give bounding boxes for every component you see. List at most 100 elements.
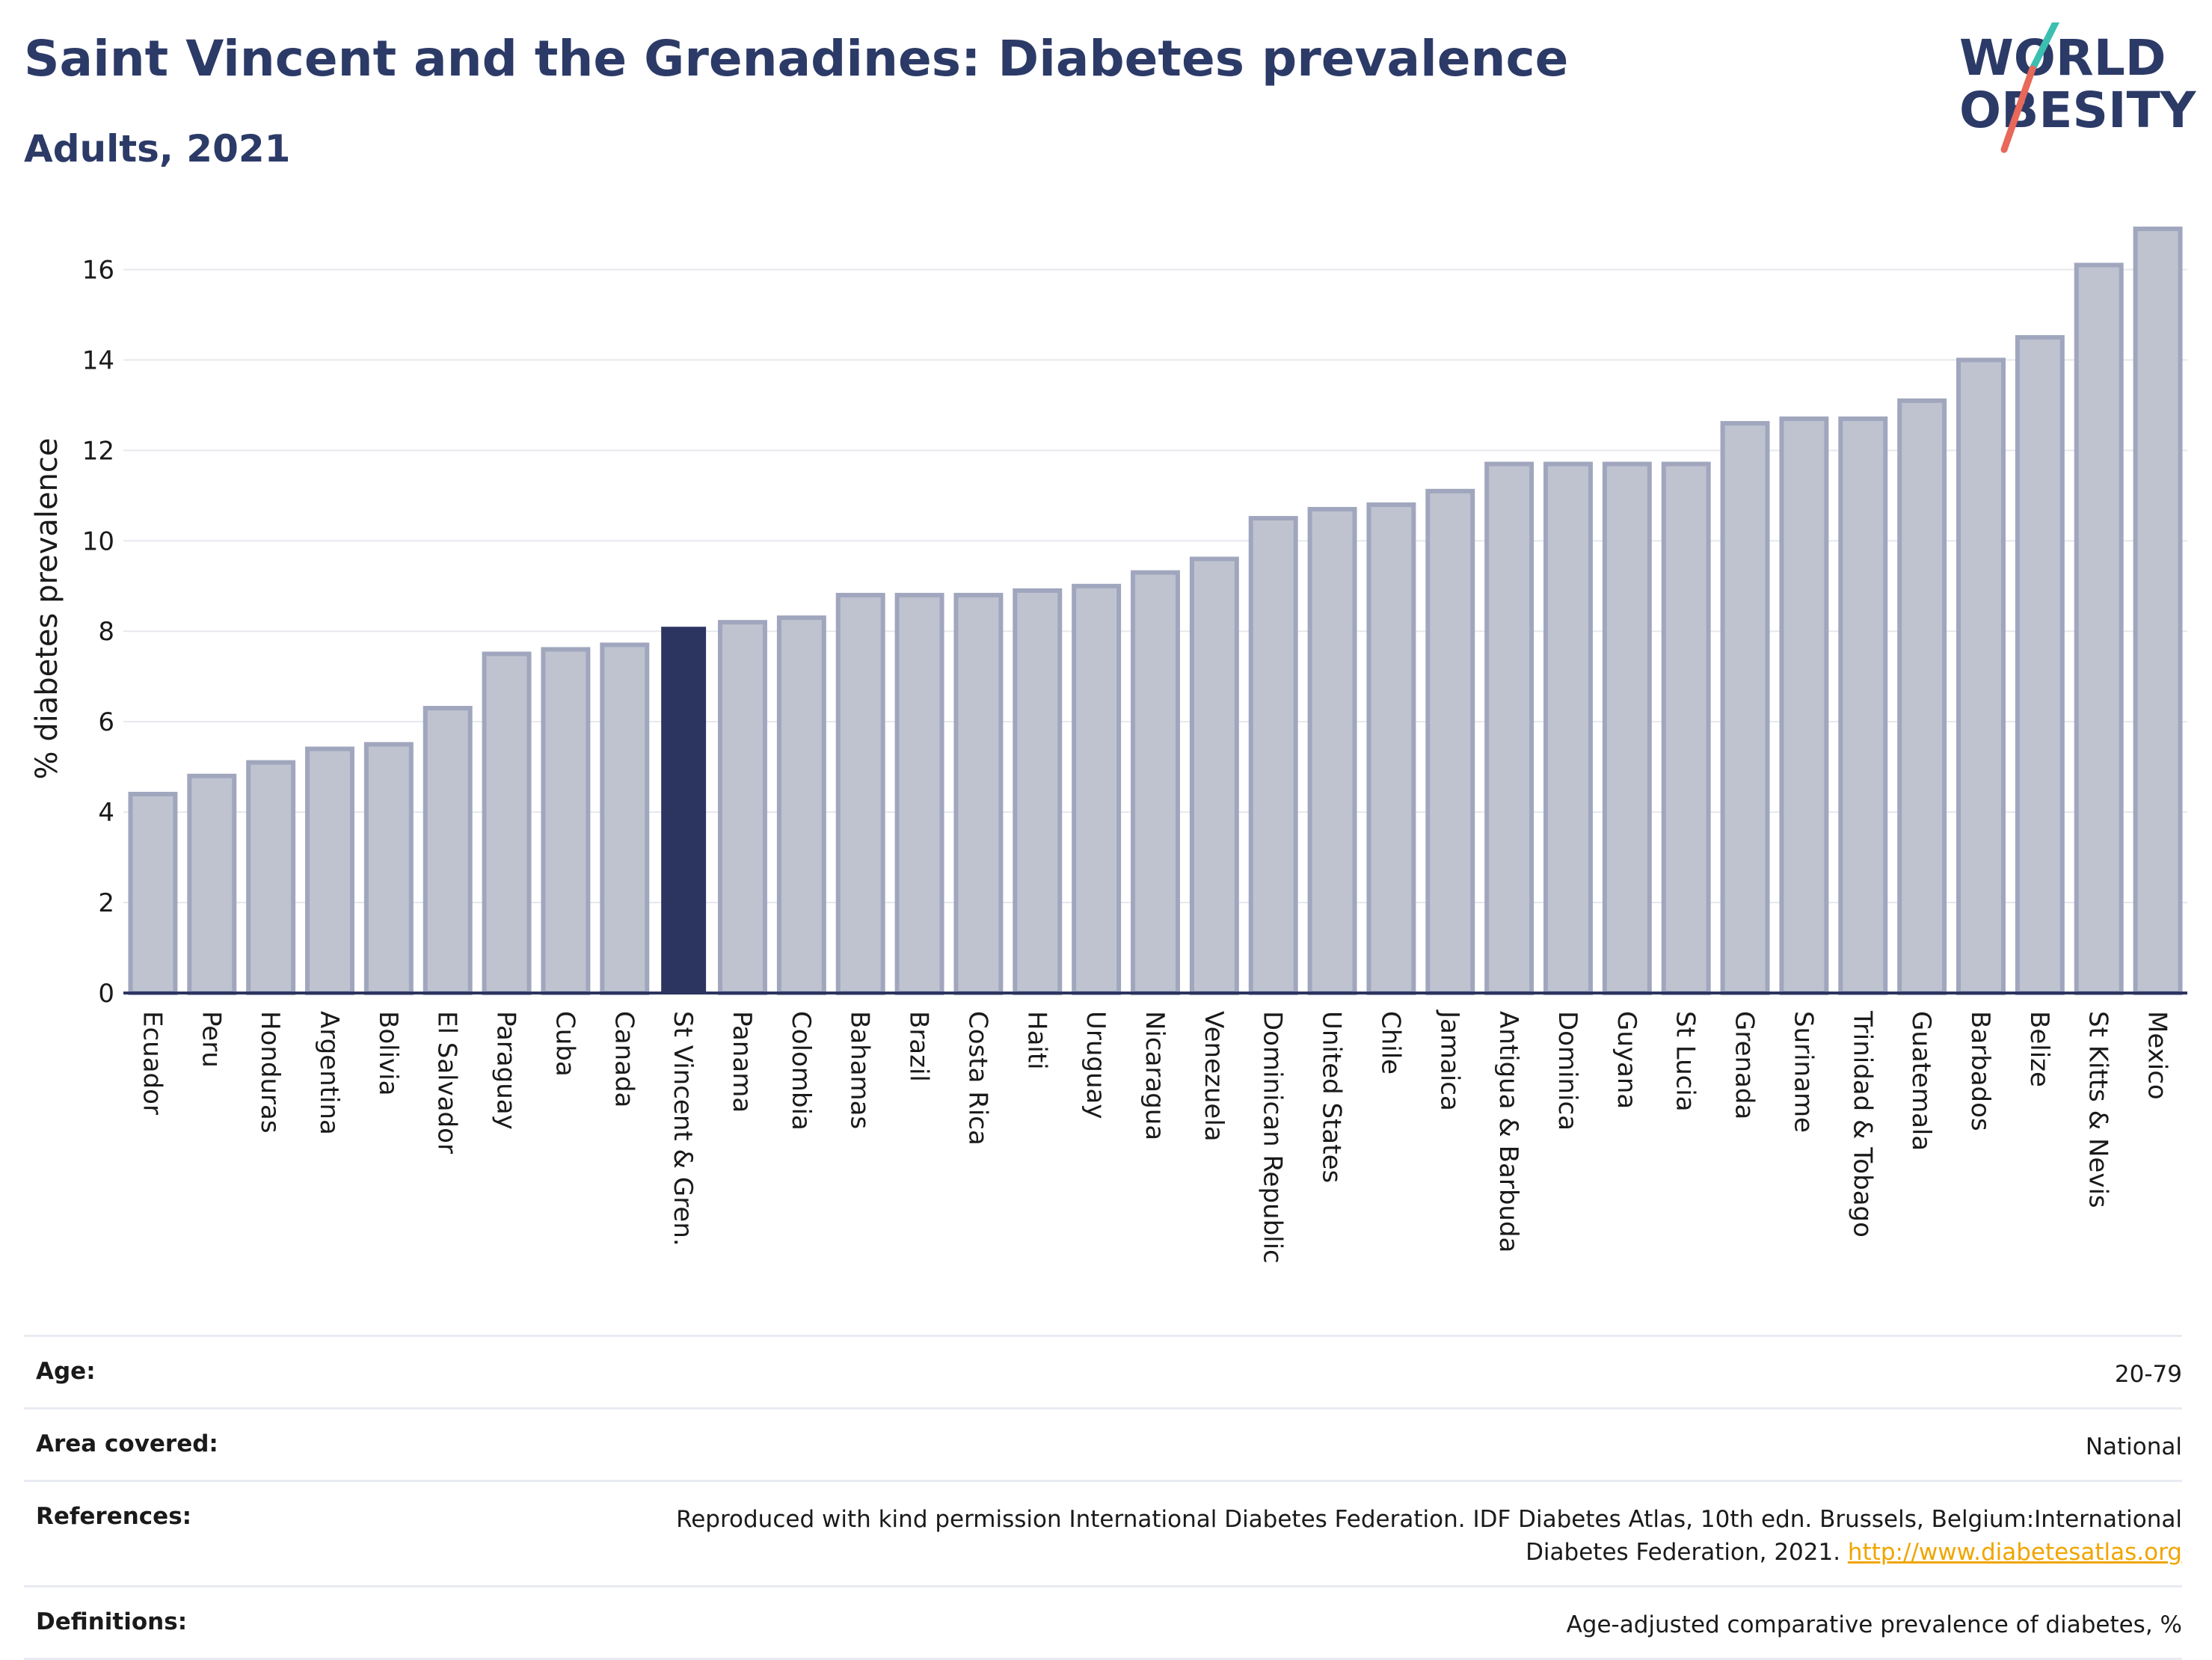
logo-line-1: WORLD [1959,29,2166,87]
chart-subtitle: Adults, 2021 [24,127,291,170]
logo-slash-teal [2029,22,2060,73]
bar [1543,461,1593,995]
x-tick-label: Bolivia [373,1011,403,1095]
meta-label: References: [36,1503,192,1530]
x-tick-label: Guyana [1612,1011,1641,1109]
bar [1072,583,1122,995]
bar [246,760,296,995]
meta-row-definitions: Definitions: Age-adjusted comparative pr… [24,1585,2182,1660]
bar [1366,502,1416,995]
x-tick-label: St Kitts & Nevis [2083,1011,2113,1208]
y-tick-label: 16 [82,255,114,285]
logo-slash-red [2000,65,2036,153]
bar [1897,398,1947,995]
bar [1779,416,1829,995]
bar [2074,262,2124,995]
bar [953,592,1004,995]
x-tick-label: Jamaica [1434,1009,1464,1111]
bar [1307,506,1357,995]
references-link[interactable]: http://www.diabetesatlas.org [1847,1539,2182,1566]
x-tick-label: Nicaragua [1140,1011,1170,1140]
bar [128,791,178,996]
x-tick-label: Honduras [255,1011,285,1134]
bar [541,647,591,995]
x-tick-label: Suriname [1788,1011,1818,1133]
x-tick-label: Guatemala [1906,1011,1936,1151]
bar [835,592,885,995]
x-tick-label: Chile [1375,1011,1405,1075]
x-tick-label: St Lucia [1671,1011,1701,1112]
meta-value-references: Reproduced with kind permission Internat… [649,1503,2182,1569]
chart-title: Saint Vincent and the Grenadines: Diabet… [24,30,1569,87]
y-tick-label: 0 [98,979,114,1009]
bar [482,651,532,995]
x-tick-label: Uruguay [1081,1011,1110,1119]
meta-row-area: Area covered: National [24,1407,2182,1480]
bar-chart: 0 2 4 6 8 10 12 14 16 % diabetes prevalence Ecuado… [30,227,2187,1264]
bar [1602,461,1652,995]
x-tick-label: St Vincent & Gren. [668,1011,698,1246]
x-tick-label: Paraguay [491,1011,521,1130]
bar [1131,570,1180,995]
x-tick-label: Peru [196,1011,226,1068]
bar [1720,421,1770,995]
bar [776,615,826,995]
x-tick-label: Mexico [2142,1011,2172,1100]
bar [363,742,414,995]
bar [661,627,707,993]
bar [423,706,473,995]
bar [187,773,237,996]
x-tick-label: Haiti [1021,1011,1051,1070]
y-tick-label: 8 [98,617,114,647]
x-tick-label: Colombia [786,1011,816,1131]
meta-value: National [2085,1433,2182,1460]
logo-line-2: OBESITY [1959,82,2197,139]
x-tick-label: Ecuador [137,1011,167,1115]
x-tick-label: United States [1317,1011,1347,1183]
meta-label: Age: [36,1358,96,1385]
bar [1838,416,1888,995]
y-tick-label: 10 [82,526,114,556]
x-tick-label: Belize [2024,1011,2054,1087]
bar [1013,588,1063,995]
x-tick-label: El Salvador [432,1011,462,1154]
references-text: Reproduced with kind permission Internat… [676,1506,2182,1566]
y-axis-title: % diabetes prevalence [30,437,64,779]
x-tick-label: Costa Rica [962,1011,992,1146]
bar [718,620,767,995]
x-tick-label: Bahamas [845,1011,875,1129]
x-tick-label: Grenada [1730,1011,1760,1119]
bar [305,746,354,995]
x-tick-label: Brazil [904,1011,934,1082]
bar [1484,461,1534,995]
bar [2015,335,2065,996]
bar [2133,227,2183,995]
meta-row-age: Age: 20-79 [24,1335,2182,1407]
bar [1425,488,1475,995]
bar [1248,516,1298,995]
x-tick-label: Venezuela [1199,1011,1229,1142]
bar [1956,357,2006,996]
y-tick-label: 14 [82,345,114,375]
meta-row-references: References: Reproduced with kind permiss… [24,1480,2182,1585]
x-tick-label: Canada [609,1011,639,1107]
meta-value: Age-adjusted comparative prevalence of d… [1566,1611,2182,1638]
x-tick-label: Dominican Republic [1258,1011,1288,1264]
meta-label: Area covered: [36,1430,218,1457]
bar [894,592,944,995]
x-tick-label: Panama [727,1011,757,1113]
metadata-table: Age: 20-79 Area covered: National Refere… [24,1335,2182,1660]
y-tick-label: 4 [98,798,114,828]
x-tick-label: Argentina [314,1011,344,1135]
meta-value: 20-79 [2114,1361,2182,1388]
bar [1661,461,1711,995]
world-obesity-logo: WORLD OBESITY [1959,22,2197,153]
meta-label: Definitions: [36,1608,188,1635]
x-tick-label: Dominica [1552,1011,1582,1131]
x-tick-label: Antigua & Barbuda [1493,1011,1523,1252]
bar [600,642,650,995]
y-tick-label: 2 [98,888,114,918]
y-tick-label: 12 [82,436,114,466]
x-tick-label: Barbados [1965,1011,1995,1131]
y-tick-label: 6 [98,707,114,737]
